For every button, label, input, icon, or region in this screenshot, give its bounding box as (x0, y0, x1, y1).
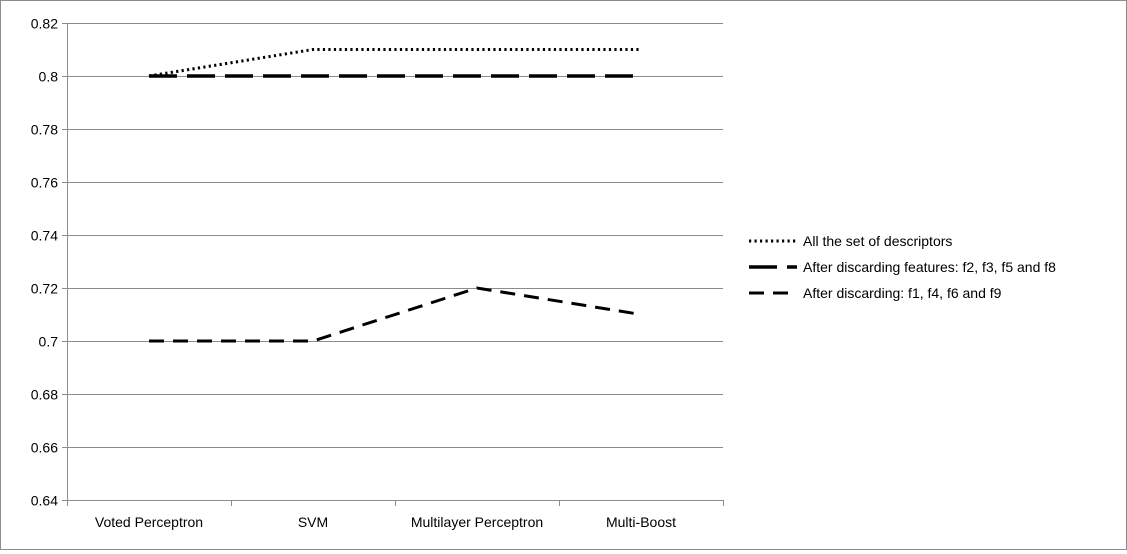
x-tick-label: Multilayer Perceptron (411, 514, 543, 530)
series-lines (148, 48, 642, 343)
axes: 0.64 0.66 0.68 0.7 0.72 0.74 0.76 0.78 0.8 0.82 Vo… (31, 16, 724, 530)
y-tick-label: 0.7 (39, 334, 59, 350)
gridlines (67, 23, 723, 448)
legend-label: After discarding: f1, f4, f6 and f9 (803, 285, 1002, 301)
x-tick-label: Voted Perceptron (95, 514, 203, 530)
x-tick-label: Multi-Boost (606, 514, 676, 530)
y-tick-label: 0.82 (31, 16, 58, 32)
y-tick-label: 0.78 (31, 122, 58, 138)
y-tick-label: 0.8 (39, 69, 59, 85)
y-tick-label: 0.76 (31, 175, 58, 191)
series-line-1 (148, 48, 641, 78)
y-tick-label: 0.66 (31, 440, 58, 456)
y-tick-label: 0.72 (31, 281, 58, 297)
legend: All the set of descriptors After discardi… (749, 233, 1056, 301)
y-tick-label: 0.64 (31, 493, 58, 509)
y-tick-label: 0.74 (31, 228, 58, 244)
legend-label: All the set of descriptors (803, 233, 952, 249)
y-tick-label: 0.68 (31, 387, 58, 403)
x-tick-label: SVM (298, 514, 328, 530)
legend-label: After discarding features: f2, f3, f5 an… (803, 259, 1056, 275)
series-line-3 (149, 286, 642, 343)
